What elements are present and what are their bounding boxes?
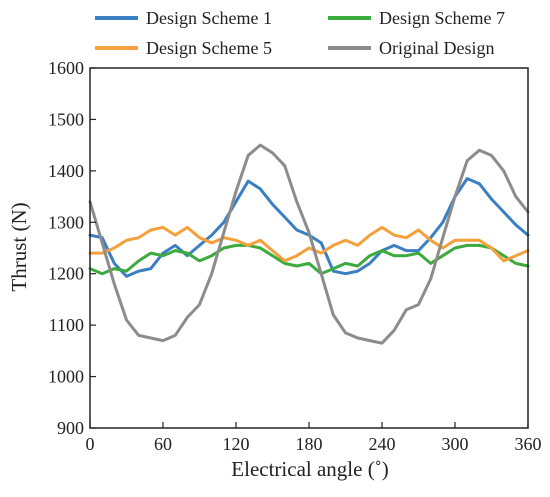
y-tick-label: 1600 xyxy=(48,58,84,78)
y-tick-label: 1400 xyxy=(48,161,84,181)
x-axis-title: Electrical angle (˚) xyxy=(231,457,388,481)
x-tick-label: 60 xyxy=(154,434,172,454)
y-tick-label: 1000 xyxy=(48,367,84,387)
y-tick-label: 1200 xyxy=(48,264,84,284)
x-tick-label: 0 xyxy=(86,434,95,454)
y-tick-label: 1500 xyxy=(48,109,84,129)
y-tick-label: 1100 xyxy=(49,315,84,335)
legend-label-design-scheme-5: Design Scheme 5 xyxy=(146,38,272,58)
legend: Design Scheme 1 Design Scheme 7 Design S… xyxy=(95,8,505,58)
x-tick-label: 120 xyxy=(223,434,250,454)
legend-label-design-scheme-7: Design Scheme 7 xyxy=(379,8,505,28)
legend-label-design-scheme-1: Design Scheme 1 xyxy=(146,8,272,28)
series-line-original-design xyxy=(90,145,528,343)
y-tick-label: 1300 xyxy=(48,212,84,232)
legend-label-original-design: Original Design xyxy=(379,38,494,58)
x-axis: 0 60 120 180 240 300 360 xyxy=(86,422,542,454)
x-tick-label: 360 xyxy=(515,434,542,454)
y-axis-title: Thrust (N) xyxy=(7,202,31,291)
y-axis: 900 1000 1100 1200 1300 1400 1500 1600 xyxy=(48,58,96,438)
x-tick-label: 180 xyxy=(296,434,323,454)
x-tick-label: 300 xyxy=(442,434,469,454)
x-tick-label: 240 xyxy=(369,434,396,454)
y-tick-label: 900 xyxy=(57,418,84,438)
series-layer xyxy=(90,145,528,343)
